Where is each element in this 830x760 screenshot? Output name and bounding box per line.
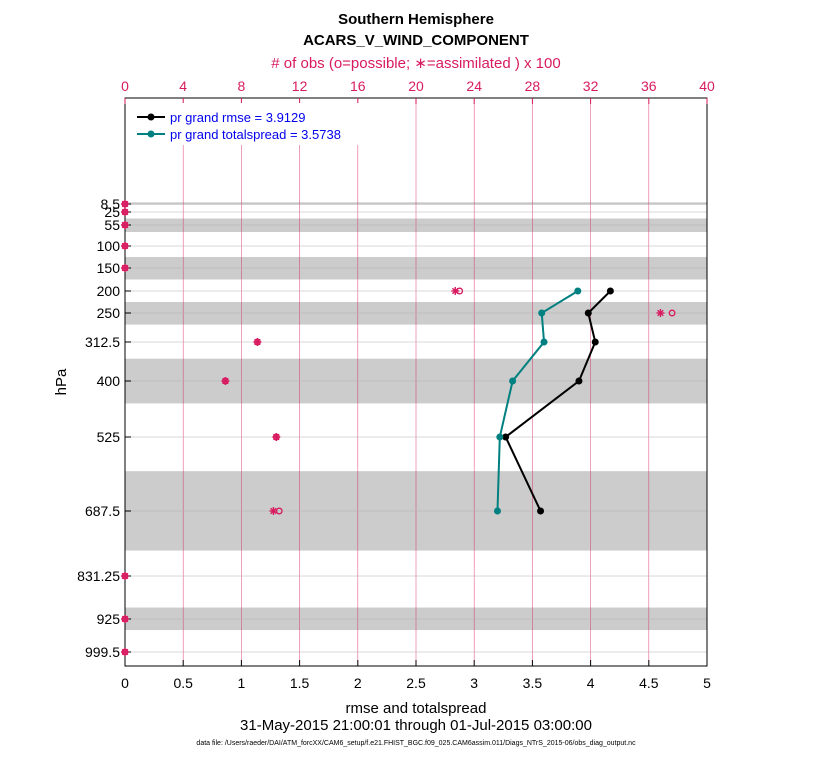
top-tick-label-6: 24 bbox=[466, 78, 482, 94]
series-1-point-1 bbox=[538, 309, 546, 317]
top-tick-label-1: 4 bbox=[179, 78, 187, 94]
top-tick-label-10: 40 bbox=[699, 78, 715, 94]
x-tick-label-10: 5 bbox=[703, 675, 711, 691]
y-tick-label-4: 150 bbox=[97, 260, 121, 276]
obs-assimilated-12 bbox=[121, 615, 129, 623]
obs-assimilated-4 bbox=[121, 264, 129, 272]
obs-assimilated-7 bbox=[253, 338, 262, 346]
obs-assimilated-13 bbox=[121, 648, 129, 656]
obs-assimilated-stroke-3 bbox=[121, 208, 129, 216]
y-tick-label-1: 25 bbox=[104, 204, 120, 220]
top-tick-label-0: 0 bbox=[121, 78, 129, 94]
series-0-point-4 bbox=[502, 433, 510, 441]
data-file-footnote: data file: /Users/raeder/DAI/ATM_forcXX/… bbox=[196, 740, 636, 747]
series-0-line bbox=[504, 290, 612, 512]
chart-title: Southern Hemisphere bbox=[338, 11, 494, 28]
obs-assimilated-stroke-3 bbox=[121, 648, 129, 656]
top-tick-label-3: 12 bbox=[292, 78, 308, 94]
obs-assimilated-stroke-3 bbox=[273, 433, 280, 441]
legend-rmse-marker bbox=[147, 113, 155, 121]
x-tick-label-8: 4 bbox=[587, 675, 595, 691]
y-tick-label-7: 312.5 bbox=[85, 334, 120, 350]
legend: pr grand rmse = 3.9129 pr grand totalspr… bbox=[130, 103, 365, 145]
series-0-point-2 bbox=[591, 338, 599, 346]
y-axis-label: hPa bbox=[53, 368, 70, 395]
y-tick-label-12: 925 bbox=[97, 611, 121, 627]
y-tick-label-2: 55 bbox=[104, 217, 120, 233]
x-tick-label-3: 1.5 bbox=[290, 675, 310, 691]
x-tick-label-1: 0.5 bbox=[173, 675, 193, 691]
series-0-point-0 bbox=[606, 287, 614, 295]
obs-assimilated-stroke-3 bbox=[270, 507, 277, 515]
top-tick-label-9: 36 bbox=[641, 78, 657, 94]
top-tick-label-5: 20 bbox=[408, 78, 424, 94]
y-tick-label-3: 100 bbox=[97, 238, 121, 254]
obs-assimilated-6 bbox=[656, 309, 665, 317]
series-1-point-5 bbox=[493, 507, 501, 515]
obs-assimilated-5 bbox=[451, 287, 460, 295]
legend-spread-marker bbox=[147, 130, 155, 138]
series-1-line bbox=[496, 290, 579, 512]
x-tick-label-7: 3.5 bbox=[523, 675, 543, 691]
obs-assimilated-stroke-3 bbox=[121, 200, 129, 208]
series-1-point-3 bbox=[509, 377, 517, 385]
obs-count-markers bbox=[121, 200, 676, 656]
obs-assimilated-stroke-3 bbox=[121, 572, 129, 580]
obs-assimilated-3 bbox=[121, 242, 129, 250]
series-0-point-5 bbox=[537, 507, 545, 515]
obs-assimilated-9 bbox=[272, 433, 281, 441]
y-tick-label-11: 831.25 bbox=[77, 568, 120, 584]
x-tick-label-2: 1 bbox=[238, 675, 246, 691]
x-tick-label-9: 4.5 bbox=[639, 675, 659, 691]
series-layer bbox=[493, 287, 614, 515]
chart-subtitle: ACARS_V_WIND_COMPONENT bbox=[303, 32, 529, 49]
obs-assimilated-stroke-3 bbox=[451, 287, 459, 295]
x-tick-label-5: 2.5 bbox=[406, 675, 426, 691]
obs-assimilated-stroke-3 bbox=[121, 615, 129, 623]
y-tick-label-10: 687.5 bbox=[85, 503, 120, 519]
x-tick-label-6: 3 bbox=[470, 675, 478, 691]
date-range-label: 31-May-2015 21:00:01 through 01-Jul-2015… bbox=[240, 717, 592, 734]
series-1-point-0 bbox=[574, 287, 582, 295]
obs-possible-6 bbox=[668, 309, 676, 317]
top-tick-label-2: 8 bbox=[238, 78, 246, 94]
obs-assimilated-stroke-3 bbox=[657, 309, 664, 317]
top-tick-label-8: 32 bbox=[583, 78, 599, 94]
series-1-point-2 bbox=[540, 338, 548, 346]
obs-assimilated-10 bbox=[269, 507, 278, 515]
obs-assimilated-0 bbox=[121, 200, 129, 208]
legend-spread-label: pr grand totalspread = 3.5738 bbox=[170, 127, 341, 142]
x-tick-label-4: 2 bbox=[354, 675, 362, 691]
top-axis-label: # of obs (o=possible; ∗=assimilated ) x … bbox=[271, 55, 560, 72]
axis-ticks: 0 0.5 1 1.5 2 2.5 3 3.5 4 4.5 5 0 4 8 12 16 20 24 28 32 36 40… bbox=[77, 78, 715, 691]
y-tick-label-5: 200 bbox=[97, 283, 121, 299]
top-tick-label-7: 28 bbox=[525, 78, 541, 94]
top-tick-label-4: 16 bbox=[350, 78, 366, 94]
y-tick-label-8: 400 bbox=[97, 373, 121, 389]
obs-assimilated-stroke-3 bbox=[121, 264, 129, 272]
obs-assimilated-stroke-3 bbox=[222, 377, 229, 385]
y-tick-label-9: 525 bbox=[97, 429, 121, 445]
x-axis-label: rmse and totalspread bbox=[346, 700, 487, 717]
obs-assimilated-1 bbox=[121, 208, 129, 216]
obs-assimilated-stroke-3 bbox=[254, 338, 261, 346]
legend-rmse-label: pr grand rmse = 3.9129 bbox=[170, 110, 306, 125]
obs-assimilated-8 bbox=[221, 377, 230, 385]
series-0-point-1 bbox=[584, 309, 592, 317]
series-0-point-3 bbox=[575, 377, 583, 385]
y-tick-label-0: 8.5 bbox=[101, 196, 121, 212]
y-tick-label-13: 999.5 bbox=[85, 644, 120, 660]
obs-assimilated-11 bbox=[121, 572, 129, 580]
legend-background bbox=[130, 103, 365, 145]
y-tick-label-6: 250 bbox=[97, 305, 121, 321]
obs-assimilated-stroke-3 bbox=[121, 221, 129, 229]
obs-assimilated-2 bbox=[121, 221, 129, 229]
x-tick-label-0: 0 bbox=[121, 675, 129, 691]
obs-assimilated-stroke-3 bbox=[121, 242, 129, 250]
series-1-point-4 bbox=[496, 433, 504, 441]
